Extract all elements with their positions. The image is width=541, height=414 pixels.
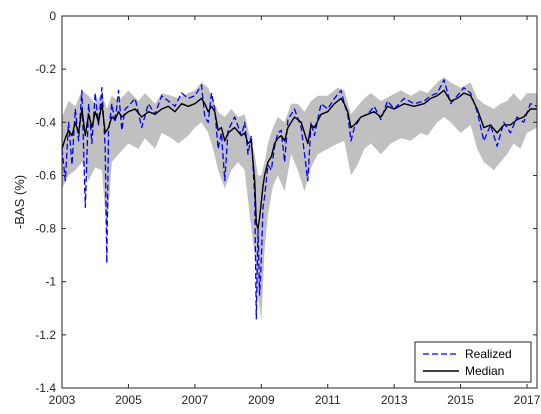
x-tick-label: 2009: [248, 393, 275, 407]
x-tick-label: 2005: [115, 393, 142, 407]
series-layer: [61, 79, 538, 320]
legend: Realized Median: [414, 341, 532, 383]
series-line-median: [61, 89, 537, 230]
legend-box: [414, 341, 532, 383]
legend-label-median: Median: [465, 364, 504, 378]
x-tick-label: 2015: [447, 393, 474, 407]
y-tick-label: -0.8: [35, 222, 56, 236]
x-tick-label: 2007: [182, 393, 209, 407]
y-tick-label: -0.6: [35, 168, 56, 182]
tick-layer: 2003 2005 2007 2009 2011 2013 2015 2017 0 -0.2 -0.…: [35, 9, 540, 407]
y-tick-label: -1.4: [35, 381, 56, 395]
band-area: [62, 77, 537, 322]
y-tick-label: 0: [49, 9, 56, 23]
x-tick-label: 2011: [315, 393, 341, 407]
y-tick-label: -0.2: [35, 62, 56, 76]
y-tick-label: -1: [45, 275, 56, 289]
y-tick-label: -1.2: [35, 328, 56, 342]
series-line-realized: [61, 79, 538, 320]
y-axis-label: -BAS (%): [12, 175, 27, 229]
x-tick-label: 2013: [381, 393, 408, 407]
plot-frame: [61, 15, 538, 389]
x-tick-label: 2003: [49, 393, 76, 407]
confidence-band-layer: [62, 77, 537, 322]
legend-label-realized: Realized: [465, 347, 512, 361]
y-tick-label: -0.4: [35, 115, 56, 129]
axes-layer: [61, 15, 538, 389]
x-tick-label: 2017: [514, 393, 541, 407]
